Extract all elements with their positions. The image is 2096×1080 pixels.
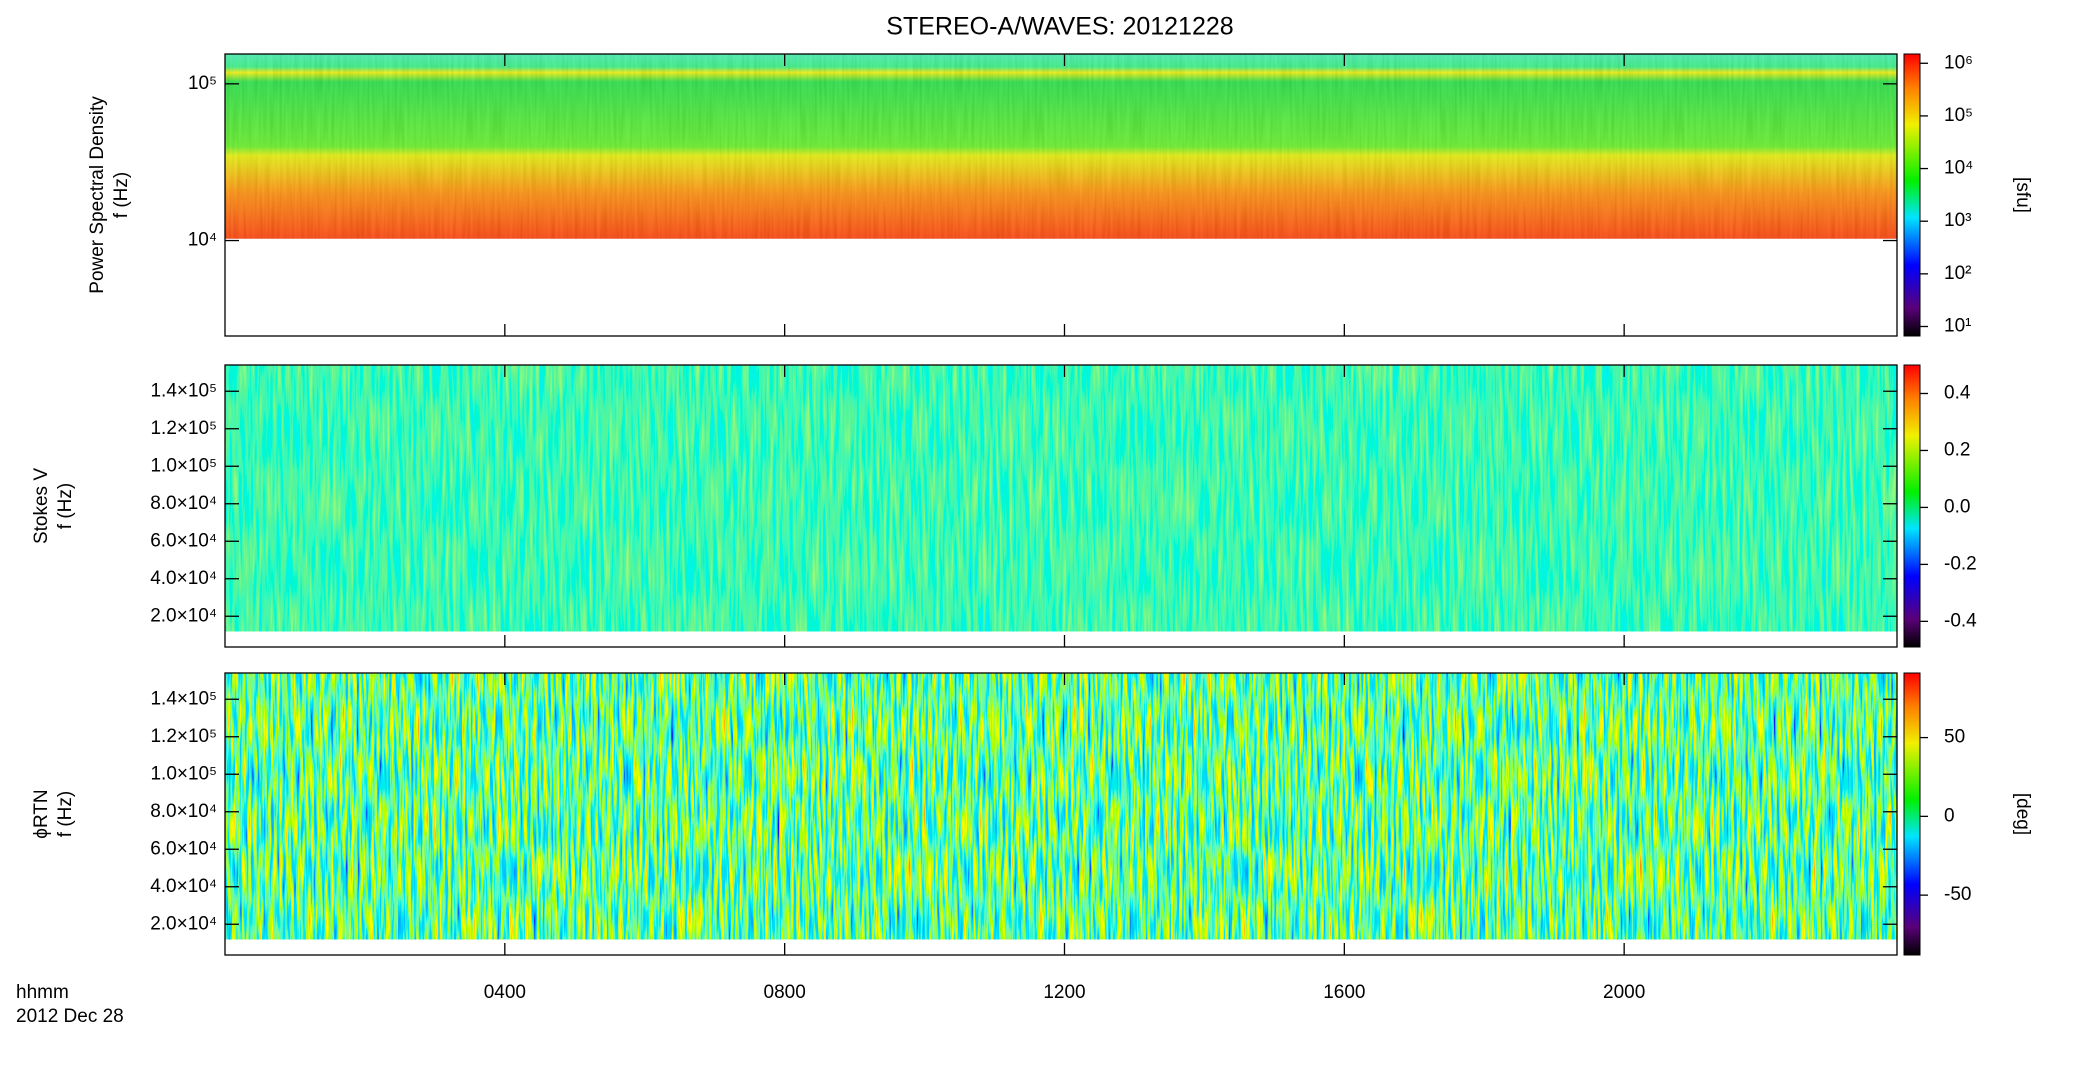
spectrogram [225, 673, 1897, 940]
colorbar-tick-label: 50 [1944, 727, 1965, 748]
y-tick-label: 1.2×10⁵ [150, 418, 217, 439]
colorbar-tick-label: 10³ [1944, 210, 1971, 231]
y-tick-label: 1.0×10⁵ [150, 763, 217, 784]
spectrogram [225, 365, 1897, 632]
colorbar-label: [sfu] [2012, 177, 2033, 213]
colorbar-tick-label: 0.4 [1944, 383, 1971, 404]
colorbar-tick-label: -0.2 [1944, 553, 1977, 574]
y-tick-label: 10⁵ [188, 73, 217, 94]
colorbar-tick-label: 10⁶ [1944, 52, 1973, 73]
y-tick-label: 10⁴ [188, 230, 217, 251]
colorbar-label: [deg] [2012, 793, 2033, 835]
colorbar-tick-label: 10² [1944, 263, 1971, 284]
x-tick-label: 0800 [764, 982, 806, 1003]
colorbar-tick-label: 0 [1944, 805, 1955, 826]
y-tick-label: 6.0×10⁴ [150, 838, 217, 859]
y-tick-label: 4.0×10⁴ [150, 876, 217, 897]
chart-title: STEREO-A/WAVES: 20121228 [886, 13, 1233, 41]
y-tick-label: 8.0×10⁴ [150, 801, 217, 822]
y-tick-label: 2.0×10⁴ [150, 605, 217, 626]
y-tick-label: 6.0×10⁴ [150, 530, 217, 551]
spectrogram-texture [225, 54, 1897, 239]
x-tick-label: 1600 [1323, 982, 1365, 1003]
y-tick-label: 4.0×10⁴ [150, 568, 217, 589]
y-axis-label: f (Hz) [55, 791, 76, 837]
plot-frame [224, 364, 1898, 648]
colorbar [1903, 364, 1921, 648]
y-tick-label: 1.0×10⁵ [150, 455, 217, 476]
y-axis-label: Power Spectral Density [87, 96, 108, 294]
x-axis-label: hhmm [16, 982, 69, 1003]
colorbar-tick-label: 0.0 [1944, 496, 1970, 517]
plot-frame [224, 53, 1898, 337]
date-label: 2012 Dec 28 [16, 1006, 124, 1027]
y-tick-label: 8.0×10⁴ [150, 493, 217, 514]
x-tick-label: 0400 [484, 982, 526, 1003]
y-tick-label: 1.2×10⁵ [150, 726, 217, 747]
y-axis-label: f (Hz) [55, 483, 76, 529]
x-tick-label: 1200 [1043, 982, 1085, 1003]
y-tick-label: 2.0×10⁴ [150, 913, 217, 934]
colorbar-tick-label: -0.4 [1944, 610, 1977, 631]
y-axis-label: ϕRTN [31, 789, 52, 838]
plot-frame [224, 672, 1898, 956]
colorbar-tick-label: 0.2 [1944, 439, 1970, 460]
y-tick-label: 1.4×10⁵ [150, 688, 217, 709]
colorbar-tick-label: 10⁵ [1944, 105, 1973, 126]
colorbar-tick-label: -50 [1944, 884, 1971, 905]
y-axis-label: f (Hz) [111, 172, 132, 218]
colorbar [1903, 672, 1921, 956]
x-tick-label: 2000 [1603, 982, 1645, 1003]
y-tick-label: 1.4×10⁵ [150, 380, 217, 401]
y-axis-label: Stokes V [31, 468, 52, 544]
colorbar-tick-label: 10¹ [1944, 316, 1971, 337]
colorbar [1903, 53, 1921, 337]
colorbar-tick-label: 10⁴ [1944, 158, 1973, 179]
